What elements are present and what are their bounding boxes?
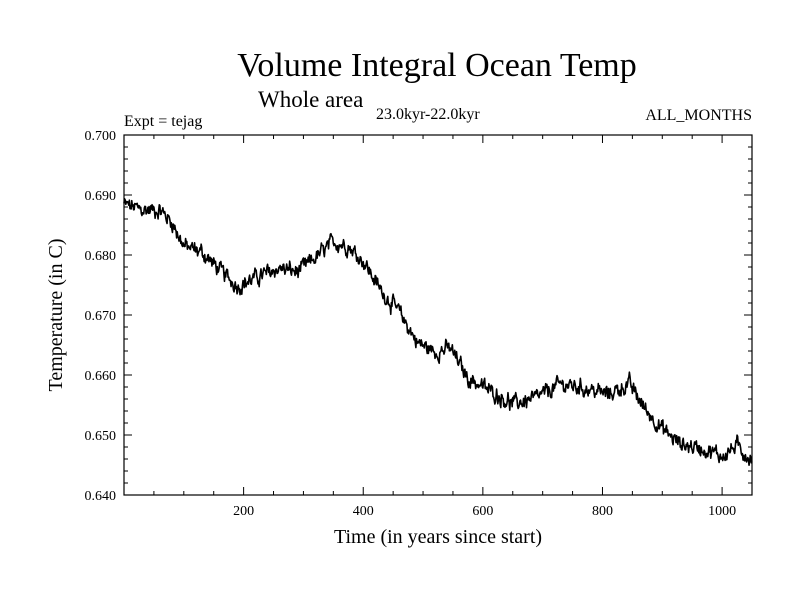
y-tick-label: 0.680 <box>85 249 117 264</box>
y-tick-label: 0.650 <box>85 429 117 444</box>
months-label: ALL_MONTHS <box>645 107 752 124</box>
y-axis-label: Temperature (in C) <box>45 239 67 392</box>
period-label: 23.0kyr-22.0kyr <box>376 106 480 123</box>
x-axis-label: Time (in years since start) <box>334 526 542 548</box>
y-tick-label: 0.660 <box>85 369 117 384</box>
x-axis: 200 400 600 800 1000 <box>153 135 736 519</box>
x-tick-label: 200 <box>233 504 254 519</box>
y-axis: 0.640 0.650 0.660 0.670 0.680 0.690 0.700 <box>85 129 752 504</box>
x-tick-label: 600 <box>472 504 493 519</box>
y-tick-label: 0.700 <box>85 129 117 144</box>
y-tick-label: 0.640 <box>85 489 117 504</box>
chart-title: Volume Integral Ocean Temp <box>237 47 637 84</box>
plot-frame <box>123 134 753 496</box>
y-tick-label: 0.690 <box>85 189 117 204</box>
x-tick-label: 800 <box>592 504 613 519</box>
experiment-label: Expt = tejag <box>124 113 202 130</box>
series-group <box>123 198 753 466</box>
x-tick-label: 400 <box>353 504 374 519</box>
series-line <box>123 198 753 466</box>
chart-subtitle: Whole area <box>258 87 363 112</box>
y-tick-label: 0.670 <box>85 309 117 324</box>
x-tick-label: 1000 <box>708 504 736 519</box>
